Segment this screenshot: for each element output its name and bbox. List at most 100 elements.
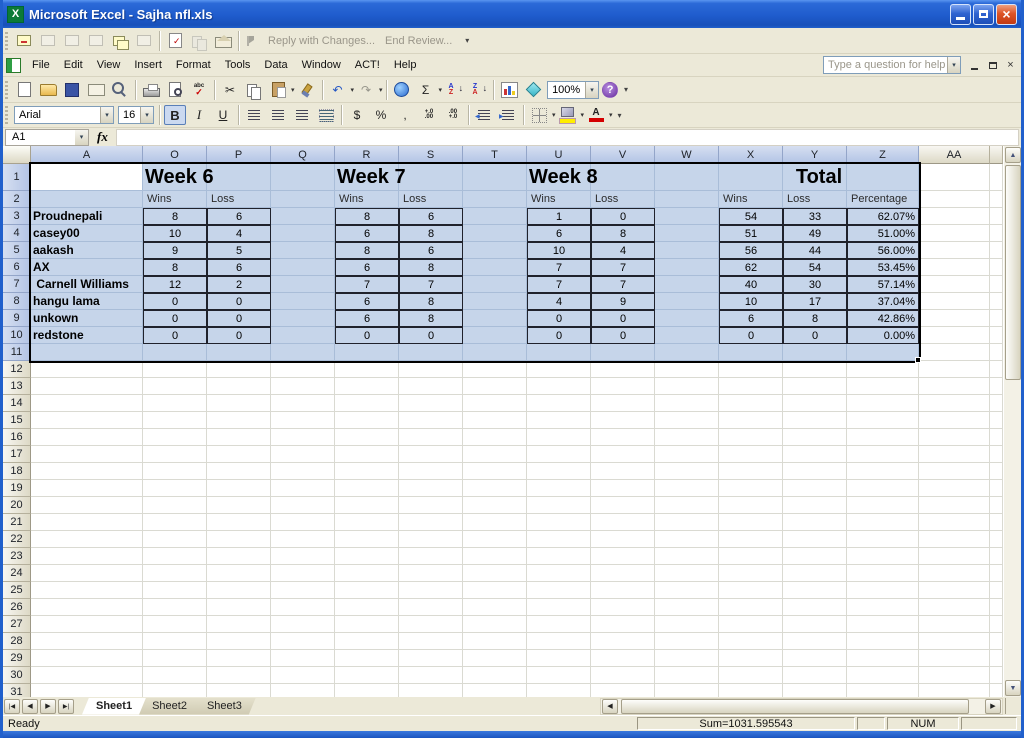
- cell-O7[interactable]: 12: [143, 276, 207, 293]
- cell-Y30[interactable]: [783, 667, 847, 684]
- vertical-scroll-thumb[interactable]: [1005, 165, 1021, 380]
- cell-T20[interactable]: [463, 497, 527, 514]
- cell-X13[interactable]: [719, 378, 783, 395]
- print-icon[interactable]: [140, 80, 162, 100]
- cell-O4[interactable]: 10: [143, 225, 207, 242]
- cell-R18[interactable]: [335, 463, 399, 480]
- cell-x9[interactable]: [990, 310, 1003, 327]
- cell-x21[interactable]: [990, 514, 1003, 531]
- cell-O9[interactable]: 0: [143, 310, 207, 327]
- cell-R12[interactable]: [335, 361, 399, 378]
- cell-V20[interactable]: [591, 497, 655, 514]
- cell-S20[interactable]: [399, 497, 463, 514]
- chevron-down-icon[interactable]: ▾: [552, 112, 556, 119]
- cell-O22[interactable]: [143, 531, 207, 548]
- column-header-V[interactable]: V: [591, 146, 655, 164]
- cell-Q9[interactable]: [271, 310, 335, 327]
- cell-W19[interactable]: [655, 480, 719, 497]
- row-header-26[interactable]: 26: [3, 599, 31, 616]
- cell-T18[interactable]: [463, 463, 527, 480]
- cell-S14[interactable]: [399, 395, 463, 412]
- cell-x6[interactable]: [990, 259, 1003, 276]
- cell-X16[interactable]: [719, 429, 783, 446]
- cell-A25[interactable]: [31, 582, 143, 599]
- cell-A16[interactable]: [31, 429, 143, 446]
- cell-U16[interactable]: [527, 429, 591, 446]
- cell-R24[interactable]: [335, 565, 399, 582]
- cell-x30[interactable]: [990, 667, 1003, 684]
- cell-Y22[interactable]: [783, 531, 847, 548]
- decrease-indent-icon[interactable]: [473, 105, 495, 125]
- cell-Q2[interactable]: [271, 191, 335, 208]
- cell-A28[interactable]: [31, 633, 143, 650]
- cell-x14[interactable]: [990, 395, 1003, 412]
- next-sheet-icon[interactable]: ▶: [40, 698, 56, 714]
- scroll-right-icon[interactable]: ▶: [985, 698, 1001, 714]
- cell-X14[interactable]: [719, 395, 783, 412]
- cell-R15[interactable]: [335, 412, 399, 429]
- font-name-combo[interactable]: Arial ▾: [14, 106, 114, 124]
- cell-V11[interactable]: [591, 344, 655, 361]
- name-box[interactable]: A1 ▾: [5, 128, 89, 146]
- cell-X29[interactable]: [719, 650, 783, 667]
- cell-R1[interactable]: Week 7: [335, 164, 406, 191]
- toolbar-drag-handle[interactable]: [5, 106, 8, 124]
- cell-Q7[interactable]: [271, 276, 335, 293]
- cell-Q1[interactable]: [271, 164, 335, 191]
- cell-O17[interactable]: [143, 446, 207, 463]
- cell-X31[interactable]: [719, 684, 783, 697]
- menu-act[interactable]: ACT!: [354, 59, 380, 71]
- row-header-15[interactable]: 15: [3, 412, 31, 429]
- cell-A14[interactable]: [31, 395, 143, 412]
- cell-x16[interactable]: [990, 429, 1003, 446]
- cell-U22[interactable]: [527, 531, 591, 548]
- cell-R13[interactable]: [335, 378, 399, 395]
- cell-Q17[interactable]: [271, 446, 335, 463]
- cell-R5[interactable]: 8: [335, 242, 399, 259]
- cell-O24[interactable]: [143, 565, 207, 582]
- cell-S11[interactable]: [399, 344, 463, 361]
- cell-Y18[interactable]: [783, 463, 847, 480]
- cell-U18[interactable]: [527, 463, 591, 480]
- italic-button[interactable]: I: [196, 107, 202, 122]
- scroll-left-icon[interactable]: ◀: [602, 698, 618, 714]
- cell-W1[interactable]: [655, 164, 719, 191]
- cell-x19[interactable]: [990, 480, 1003, 497]
- comma-icon[interactable]: ,: [403, 108, 407, 122]
- cell-R28[interactable]: [335, 633, 399, 650]
- zoom-combo[interactable]: 100% ▾: [547, 80, 600, 99]
- cell-R9[interactable]: 6: [335, 310, 399, 327]
- cell-S12[interactable]: [399, 361, 463, 378]
- cell-R31[interactable]: [335, 684, 399, 697]
- chevron-down-icon[interactable]: ▾: [379, 86, 383, 94]
- next-comment-icon[interactable]: [61, 31, 83, 51]
- horizontal-scroll-thumb[interactable]: [621, 698, 969, 714]
- cell-AA7[interactable]: [919, 276, 990, 293]
- cell-Y17[interactable]: [783, 446, 847, 463]
- cell-Y19[interactable]: [783, 480, 847, 497]
- cell-W29[interactable]: [655, 650, 719, 667]
- cell-P20[interactable]: [207, 497, 271, 514]
- cell-T11[interactable]: [463, 344, 527, 361]
- chevron-down-icon[interactable]: ▾: [291, 86, 295, 94]
- cell-O13[interactable]: [143, 378, 207, 395]
- cell-A23[interactable]: [31, 548, 143, 565]
- cell-P2[interactable]: Loss: [207, 191, 271, 208]
- copy-icon[interactable]: [243, 80, 265, 100]
- cell-U28[interactable]: [527, 633, 591, 650]
- cell-Z27[interactable]: [847, 616, 919, 633]
- cell-P8[interactable]: 0: [207, 293, 271, 310]
- increase-decimal-icon[interactable]: +.0 .00: [424, 109, 434, 120]
- cell-x24[interactable]: [990, 565, 1003, 582]
- cell-Y24[interactable]: [783, 565, 847, 582]
- cell-Q31[interactable]: [271, 684, 335, 697]
- cell-X18[interactable]: [719, 463, 783, 480]
- drawing-icon[interactable]: [522, 80, 544, 100]
- cell-S15[interactable]: [399, 412, 463, 429]
- cell-A30[interactable]: [31, 667, 143, 684]
- cell-X24[interactable]: [719, 565, 783, 582]
- cell-A12[interactable]: [31, 361, 143, 378]
- cell-V26[interactable]: [591, 599, 655, 616]
- cell-X1[interactable]: Total: [719, 164, 842, 191]
- search-icon[interactable]: [109, 80, 131, 100]
